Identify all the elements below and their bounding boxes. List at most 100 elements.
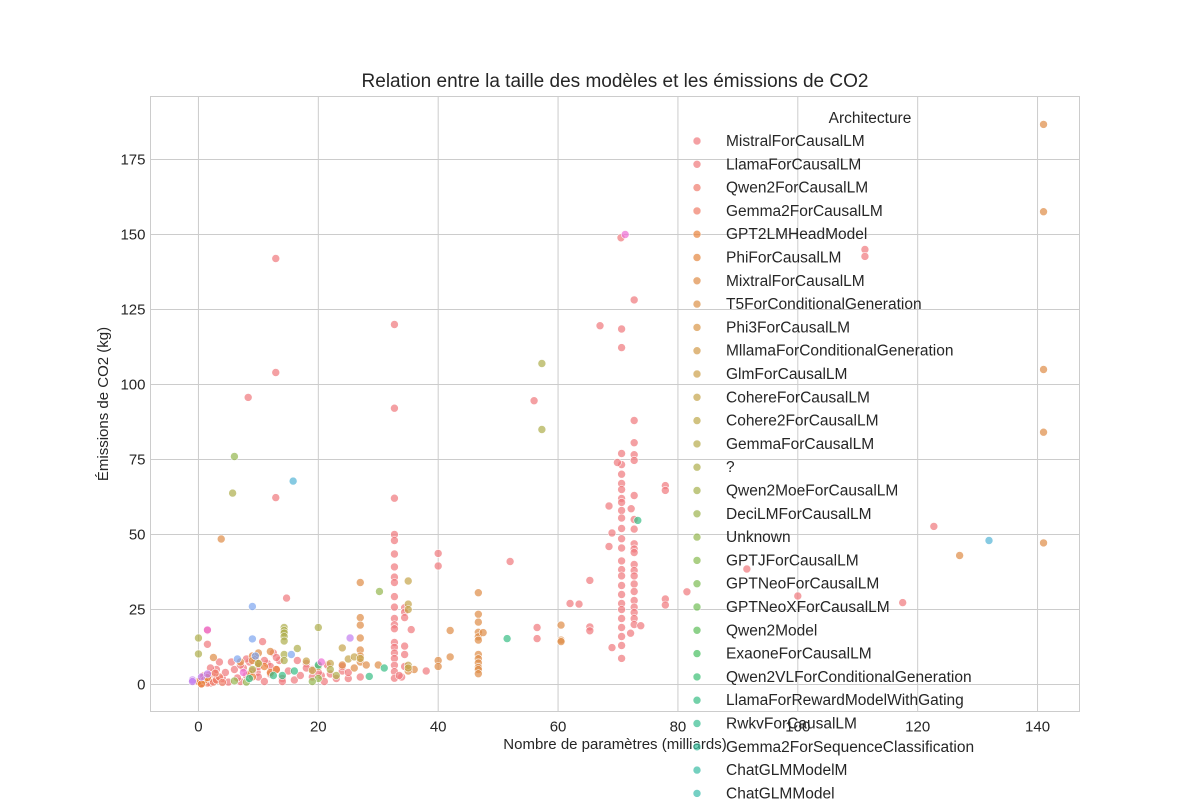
x-tick-label: 120 [905,719,930,736]
data-point [556,620,566,630]
data-point [742,564,752,574]
data-point [209,653,218,662]
data-point [282,593,291,603]
x-tick-label: 20 [310,719,327,736]
data-point [400,641,409,651]
data-point [400,613,409,622]
data-point [629,438,639,448]
data-point [585,626,595,636]
data-point [629,456,639,465]
data-point [210,668,220,678]
data-point [629,416,639,425]
legend-marker [692,276,702,286]
data-point [617,485,626,494]
data-point [502,634,512,643]
data-point [1039,207,1048,216]
x-tick-label: 100 [785,719,810,736]
data-point [617,498,626,507]
legend-label: Qwen2Model [726,622,817,639]
data-point [617,524,626,533]
chart-title: Relation entre la taille des modèles et … [362,71,869,92]
data-point [230,676,239,686]
data-point [355,578,365,587]
data-point [478,628,488,637]
data-point [1039,538,1048,548]
data-point [218,678,227,687]
legend-entry: DeciLMForCausalLM [692,506,872,523]
data-point [604,542,614,551]
data-point [221,668,230,677]
data-point [331,671,341,680]
legend-label: MllamaForConditionalGeneration [726,343,953,360]
legend-entries: MistralForCausalLM LlamaForCausalLM Qwen2F… [692,133,974,800]
legend-marker [692,229,702,239]
data-point [355,633,365,643]
data-point [326,665,335,674]
data-point [345,633,355,643]
legend-label: GlmForCausalLM [726,366,847,383]
plot-background [150,96,1080,712]
data-point [248,602,257,611]
data-point [390,403,399,413]
data-point [390,493,399,503]
data-point [433,561,443,571]
data-point [317,657,326,667]
data-point [661,486,670,495]
legend-marker [692,323,702,332]
legend-title: Architecture [829,110,912,127]
data-point [537,359,547,368]
data-point [248,634,257,644]
legend-marker [692,136,702,146]
data-point [445,652,455,662]
data-point [629,491,639,500]
data-point [290,666,299,676]
legend-label: Gemma2ForSequenceClassification [726,739,974,756]
data-point [860,252,870,261]
legend-label: ChatGLMModelM [726,762,847,779]
legend-label: ChatGLMModel [726,785,835,800]
data-point [617,623,626,632]
legend-marker [692,369,702,379]
data-point [585,576,595,585]
plot-frame [150,96,1080,712]
data-point [194,649,203,659]
data-point [629,579,639,589]
legend-marker [692,509,702,519]
data-point [474,635,483,645]
data-point [194,633,203,643]
data-point [403,663,413,673]
legend-marker [692,742,702,752]
data-point [390,536,399,545]
data-point [390,320,399,329]
data-point [379,663,389,673]
data-point [617,581,626,590]
legend-marker [692,439,702,449]
data-point [216,534,226,544]
data-point [260,677,269,686]
data-point [343,668,353,677]
y-axis-label: Émissions de CO2 (kg) [95,327,112,481]
x-tick-label: 140 [1025,719,1050,736]
y-tick-labels: 0 25 50 75 100 125 150 175 [120,152,145,694]
legend-marker [692,532,702,542]
data-point [617,343,626,352]
data-point [215,657,224,667]
legend-entry: GlmForCausalLM [692,366,847,383]
legend-entry: PhiForCausalLM [692,250,841,267]
data-point [421,666,431,676]
legend: Architecture MistralForCausalLM LlamaForC… [692,110,974,800]
data-point [984,536,994,545]
data-point [233,654,242,664]
data-point [433,549,443,558]
legend-entry: ChatGLMModel [692,785,835,800]
legend-label: Qwen2ForCausalLM [726,180,868,197]
data-point [620,230,630,239]
data-point [617,506,626,515]
legend-marker [692,649,702,658]
data-point [607,643,617,652]
data-point [406,625,416,634]
legend-label: PhiForCausalLM [726,250,841,267]
legend-label: CohereForCausalLM [726,389,870,406]
legend-entry: Qwen2MoeForCausalLM [692,483,898,500]
